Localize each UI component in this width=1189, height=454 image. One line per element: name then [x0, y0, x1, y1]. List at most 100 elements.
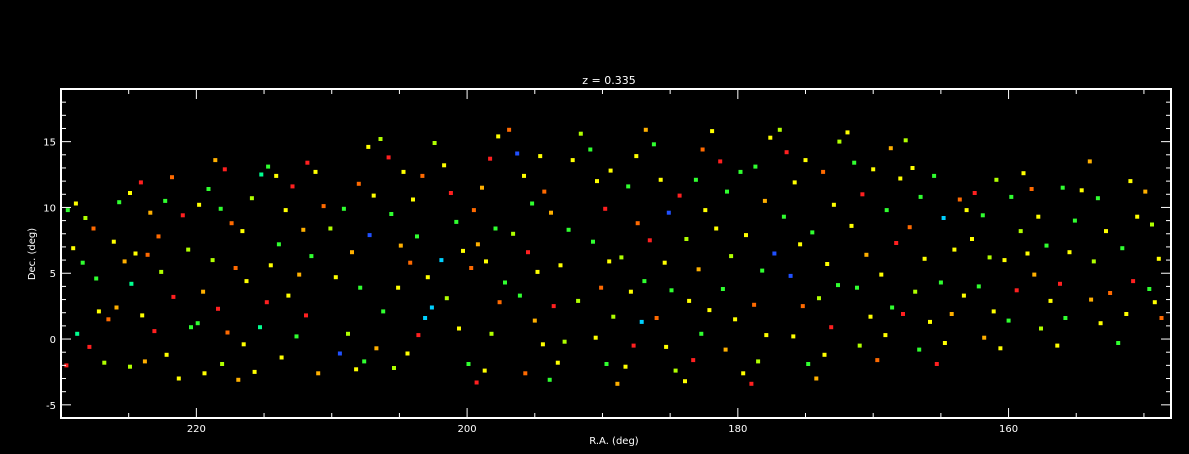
data-point — [1108, 291, 1113, 295]
data-point — [222, 167, 227, 172]
data-point — [855, 285, 859, 290]
data-point — [1143, 189, 1148, 194]
data-point — [888, 146, 893, 151]
data-point — [710, 129, 715, 134]
data-point — [658, 177, 663, 182]
data-point — [768, 135, 773, 140]
data-point — [301, 227, 306, 232]
data-point — [466, 362, 471, 366]
data-point — [423, 316, 428, 320]
data-point — [800, 304, 805, 309]
data-point — [725, 189, 729, 194]
data-point — [980, 213, 985, 218]
data-point — [94, 276, 99, 281]
data-point — [628, 289, 633, 294]
data-point — [576, 298, 581, 303]
data-point — [91, 226, 96, 231]
data-point — [938, 280, 943, 285]
data-point — [845, 130, 850, 135]
data-point — [401, 169, 406, 174]
y-tick-label: -5 — [46, 401, 56, 412]
data-point — [241, 342, 246, 347]
data-point — [599, 285, 604, 290]
data-point — [233, 266, 238, 270]
data-point — [1032, 272, 1037, 277]
data-point — [507, 127, 512, 132]
data-point — [218, 206, 223, 211]
data-point — [1029, 187, 1034, 191]
data-point — [558, 263, 563, 268]
data-point — [860, 192, 865, 197]
data-point — [753, 164, 758, 169]
x-tick-label: 160 — [999, 424, 1018, 435]
data-point — [111, 239, 116, 244]
data-point — [1048, 298, 1053, 303]
data-point — [461, 248, 465, 253]
data-point — [309, 254, 314, 259]
x-tick-label: 200 — [458, 424, 477, 435]
data-point — [987, 255, 992, 260]
data-point — [733, 317, 738, 322]
data-point — [549, 210, 553, 215]
y-axis-label: Dec. (deg) — [27, 228, 38, 280]
data-point — [83, 216, 88, 220]
data-point — [922, 256, 927, 261]
data-point — [898, 176, 903, 181]
data-point — [522, 173, 526, 178]
data-point — [133, 251, 138, 256]
data-point — [1131, 279, 1136, 284]
data-point — [117, 200, 122, 205]
data-point — [129, 281, 134, 286]
data-point — [934, 362, 939, 366]
data-point — [1039, 326, 1043, 331]
data-point — [718, 159, 723, 164]
data-point — [286, 293, 291, 298]
data-point — [607, 259, 612, 264]
data-point — [693, 177, 698, 182]
data-point — [611, 314, 616, 319]
data-point — [381, 309, 386, 314]
data-point — [810, 230, 815, 235]
data-point — [551, 304, 556, 309]
data-point — [337, 351, 342, 356]
data-point — [354, 367, 359, 372]
data-point — [274, 173, 279, 178]
data-point — [1058, 281, 1062, 286]
axis-ticks-layer: 220 200 180 160 -5 0 5 10 15 — [43, 89, 1171, 435]
data-point — [517, 293, 522, 298]
x-axis-label: R.A. (deg) — [589, 436, 639, 447]
data-point — [562, 339, 567, 344]
data-point — [279, 355, 284, 360]
data-point — [631, 343, 636, 348]
data-point — [792, 180, 797, 185]
data-point — [102, 360, 107, 365]
data-point — [1087, 159, 1092, 164]
data-point — [475, 242, 480, 247]
data-point — [195, 321, 200, 326]
data-point — [608, 168, 613, 173]
data-point — [454, 219, 459, 224]
data-point — [371, 193, 376, 198]
data-point — [511, 231, 516, 236]
data-point — [396, 285, 401, 290]
data-point — [367, 233, 372, 238]
data-point — [415, 234, 419, 239]
data-point — [374, 346, 379, 351]
data-point — [538, 154, 543, 159]
data-point — [457, 326, 461, 331]
data-point — [268, 263, 273, 268]
data-point — [741, 371, 746, 376]
data-point — [901, 312, 905, 316]
data-point — [480, 185, 484, 190]
data-point — [197, 202, 202, 207]
data-point — [647, 238, 652, 243]
data-point — [1036, 214, 1041, 219]
data-point — [142, 359, 147, 364]
data-point — [1159, 316, 1164, 320]
data-point — [180, 213, 185, 218]
data-point — [532, 318, 537, 323]
data-point — [170, 175, 174, 180]
data-point — [1120, 246, 1125, 251]
data-point — [1021, 171, 1026, 176]
